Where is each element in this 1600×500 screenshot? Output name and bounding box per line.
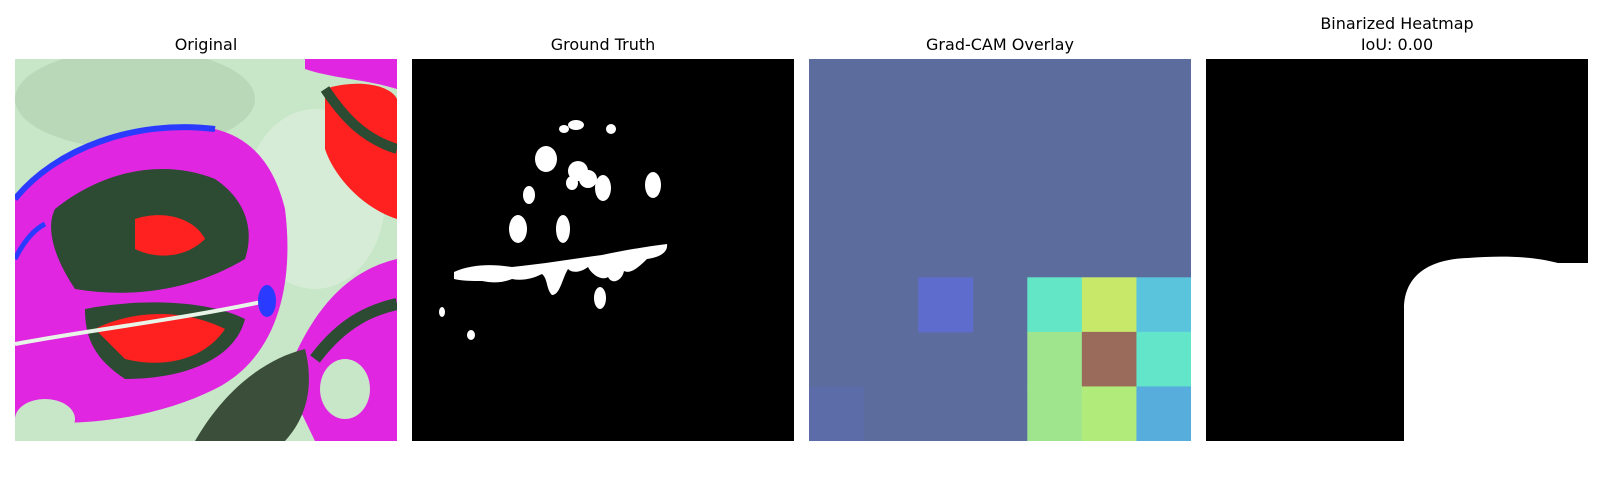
panel-original: Original [15, 0, 397, 500]
gradcam-cell [918, 277, 974, 333]
panel-title: Original [174, 35, 238, 54]
gradcam-overlay [809, 59, 1191, 441]
gradcam-cell [1027, 386, 1083, 441]
original-image [15, 59, 397, 441]
ground-truth-mask [412, 59, 794, 441]
gradcam-heatmap [809, 59, 1191, 441]
panel-ground-truth: Ground Truth [412, 0, 794, 500]
gradcam-cell [1081, 386, 1137, 441]
panel-gradcam-overlay: Grad-CAM Overlay [809, 0, 1191, 500]
panel-title: Ground Truth [550, 35, 656, 54]
ground-truth-mask-image [412, 59, 794, 441]
gradcam-cell [1136, 386, 1191, 441]
panel-title: Binarized Heatmap [1320, 14, 1474, 33]
original-leaf-image [15, 59, 397, 441]
gradcam-cell [1027, 277, 1083, 333]
iou-label: IoU: 0.00 [1360, 35, 1434, 54]
gradcam-cell [809, 386, 865, 441]
binarized-heatmap-image [1206, 59, 1588, 441]
gradcam-cell [1136, 277, 1191, 333]
binarized-heatmap [1206, 59, 1588, 441]
panel-title: Grad-CAM Overlay [926, 35, 1074, 54]
gradcam-cell [1081, 277, 1137, 333]
gradcam-cell [1081, 331, 1137, 387]
gradcam-cell [1027, 331, 1083, 387]
gradcam-cell [1136, 331, 1191, 387]
panel-binarized-heatmap: Binarized Heatmap IoU: 0.00 [1206, 0, 1588, 500]
